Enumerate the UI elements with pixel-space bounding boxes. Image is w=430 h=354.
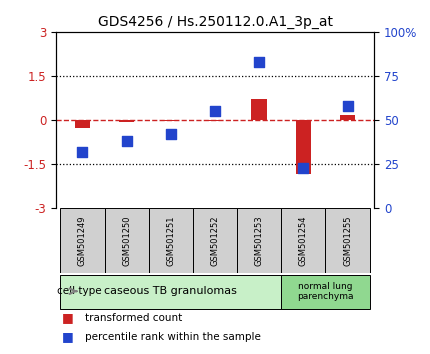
Text: caseous TB granulomas: caseous TB granulomas (104, 286, 237, 296)
Text: GSM501249: GSM501249 (78, 215, 87, 266)
Bar (104, 209, 149, 273)
Bar (75, 120, 90, 129)
Point (300, 165, 307, 171)
Bar (252, 99, 267, 120)
Text: transformed count: transformed count (85, 313, 182, 323)
Text: ■: ■ (62, 311, 74, 324)
Bar (149, 209, 193, 273)
Text: percentile rank within the sample: percentile rank within the sample (85, 332, 261, 342)
Text: GSM501254: GSM501254 (299, 215, 308, 266)
Bar (163, 120, 178, 121)
Bar (60, 209, 104, 273)
Point (167, 131, 174, 137)
Text: normal lung
parenchyma: normal lung parenchyma (297, 281, 354, 301)
Text: GSM501252: GSM501252 (211, 215, 219, 266)
Text: GSM501255: GSM501255 (343, 215, 352, 266)
Bar (193, 209, 237, 273)
Text: GSM501250: GSM501250 (122, 215, 131, 266)
Point (212, 109, 218, 114)
Bar (237, 209, 281, 273)
Bar (296, 120, 311, 174)
Bar (119, 120, 134, 122)
Point (344, 103, 351, 109)
Point (123, 138, 130, 144)
Text: GSM501253: GSM501253 (255, 215, 264, 266)
Text: cell type: cell type (57, 286, 101, 296)
Point (256, 59, 263, 65)
Point (79, 149, 86, 155)
Bar (281, 275, 370, 309)
Text: ■: ■ (62, 330, 74, 343)
Bar (326, 209, 370, 273)
Text: GSM501251: GSM501251 (166, 215, 175, 266)
Bar (281, 209, 326, 273)
Title: GDS4256 / Hs.250112.0.A1_3p_at: GDS4256 / Hs.250112.0.A1_3p_at (98, 16, 332, 29)
Bar (340, 115, 355, 120)
Bar (207, 120, 223, 121)
Bar (60, 275, 281, 309)
